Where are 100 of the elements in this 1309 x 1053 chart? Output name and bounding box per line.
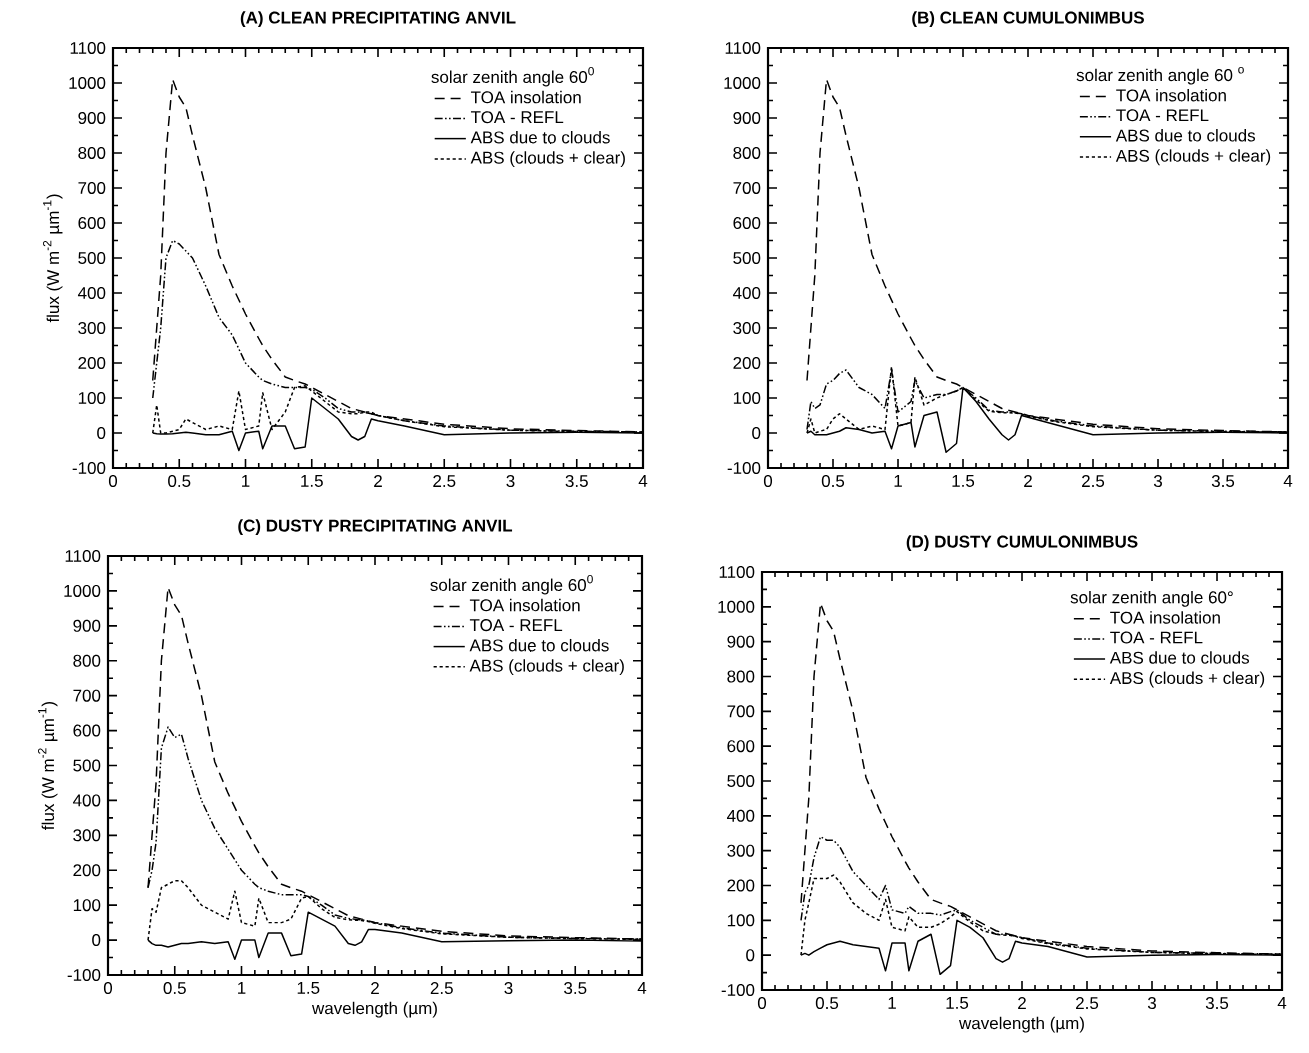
y-tick-label: -100 [72, 461, 106, 474]
x-tick-label: 4 [1283, 475, 1293, 487]
legend-label: ABS due to clouds [1115, 129, 1256, 142]
x-tick-label: 2 [374, 475, 382, 487]
legend-label: TOA - REFL [1116, 109, 1209, 122]
y-tick-label: 200 [73, 864, 101, 877]
legend-label: TOA insolation [470, 90, 581, 104]
x-tick-label: 3 [1147, 997, 1156, 1010]
x-tick-label: 1.5 [301, 475, 323, 487]
x-tick-label: 3.5 [565, 475, 588, 488]
chart-title: (A) CLEAN PRECIPITATING ANVIL [240, 11, 516, 27]
x-tick-label: 2 [371, 982, 379, 994]
legend-label: ABS (clouds + clear) [1115, 149, 1271, 166]
x-tick-label: 4 [638, 475, 648, 487]
legend-title: solar zenith angle 60$^{0}$ [430, 574, 593, 595]
y-tick-label: 900 [73, 619, 101, 632]
y-tick-label: 400 [732, 286, 761, 299]
legend-label: ABS (clouds + clear) [1109, 671, 1265, 688]
y-tick-label: 600 [727, 740, 755, 753]
legend-title: solar zenith angle 60$^{0}$ [431, 66, 594, 87]
x-tick-label: 0.5 [821, 475, 845, 488]
x-tick-label: 3.5 [1205, 997, 1229, 1010]
x-tick-label: 4 [637, 982, 647, 994]
y-tick-label: 300 [727, 844, 755, 857]
x-tick-label: 3 [504, 982, 513, 995]
y-tick-label: 100 [73, 899, 101, 912]
x-tick-label: 1.5 [297, 982, 320, 994]
y-tick-label: 0 [97, 426, 106, 439]
legend-label: TOA - REFL [469, 619, 563, 632]
legend-label: ABS due to clouds [469, 638, 609, 652]
legend-label: TOA insolation [1116, 88, 1226, 102]
y-tick-label: 700 [733, 181, 761, 194]
x-tick-label: 1 [242, 475, 250, 487]
y-tick-label: 500 [727, 774, 755, 788]
chart-title: (C) DUSTY PRECIPITATING ANVIL [238, 519, 513, 535]
x-tick-label: 1.5 [952, 475, 975, 487]
y-tick-label: 200 [78, 356, 106, 369]
x-tick-label: 4 [1277, 997, 1287, 1009]
x-tick-label: 0.5 [815, 997, 839, 1010]
y-tick-label: 100 [733, 391, 761, 404]
y-tick-label: 400 [77, 286, 106, 299]
x-tick-label: 0.5 [163, 982, 186, 995]
y-tick-label: 100 [78, 391, 106, 404]
x-tick-label: 2.5 [430, 982, 453, 995]
y-tick-label: 400 [72, 794, 101, 807]
x-tick-label: 2.5 [1082, 475, 1105, 488]
y-tick-label: 900 [733, 111, 761, 124]
x-tick-label: 0 [108, 475, 118, 488]
x-tick-label: 2 [1024, 475, 1032, 487]
y-tick-label: 300 [733, 321, 761, 334]
legend-label: ABS (clouds + clear) [470, 151, 625, 168]
x-tick-label: 2 [1018, 997, 1026, 1009]
y-axis-title: flux (W m$^{-2}$ µm$^{-1}$) [38, 701, 58, 830]
y-tick-label: 1000 [718, 600, 755, 613]
y-tick-label: 800 [73, 654, 101, 667]
y-tick-label: 0 [92, 934, 101, 947]
x-tick-label: 3.5 [1211, 475, 1235, 488]
y-tick-label: -100 [721, 983, 755, 997]
y-tick-label: 700 [727, 705, 755, 718]
y-tick-label: -100 [727, 461, 761, 474]
y-tick-label: 0 [752, 426, 761, 439]
y-tick-label: 800 [78, 146, 106, 159]
y-axis-title: flux (W m$^{-2}$ µm$^{-1}$) [43, 194, 63, 323]
x-axis-title: wavelength (µm) [958, 1016, 1084, 1033]
y-tick-label: 1100 [65, 549, 101, 562]
x-tick-label: 3 [1153, 475, 1162, 488]
y-tick-label: 500 [733, 251, 761, 264]
x-tick-label: 1 [888, 997, 896, 1009]
y-tick-label: 1100 [719, 565, 755, 579]
legend-label: ABS due to clouds [1109, 651, 1250, 664]
y-tick-label: 200 [727, 879, 755, 892]
x-tick-label: 1 [894, 475, 902, 487]
y-tick-label: -100 [67, 968, 101, 982]
y-tick-label: 500 [78, 251, 106, 264]
chart-title: (D) DUSTY CUMULONIMBUS [906, 535, 1138, 552]
y-tick-label: 600 [73, 724, 101, 737]
chart-title: (B) CLEAN CUMULONIMBUS [912, 11, 1144, 27]
y-tick-label: 200 [733, 356, 761, 369]
x-tick-label: 0.5 [168, 475, 191, 488]
y-tick-label: 600 [78, 216, 106, 229]
y-tick-label: 800 [727, 670, 755, 683]
y-tick-label: 300 [78, 321, 106, 334]
x-axis-title: wavelength (µm) [311, 1001, 437, 1018]
legend-label: TOA insolation [469, 598, 580, 612]
x-tick-label: 3 [506, 475, 515, 488]
y-tick-label: 600 [733, 216, 761, 229]
y-tick-label: 300 [73, 829, 101, 842]
y-tick-label: 700 [78, 181, 106, 194]
x-tick-label: 3.5 [564, 982, 587, 995]
y-tick-label: 1100 [725, 41, 761, 54]
y-tick-label: 100 [727, 914, 755, 927]
legend-label: TOA insolation [1110, 611, 1220, 624]
x-tick-label: 0 [763, 475, 773, 488]
legend-label: TOA - REFL [470, 111, 564, 124]
y-tick-label: 1100 [70, 41, 106, 54]
y-tick-label: 1000 [724, 76, 761, 89]
y-tick-label: 500 [73, 759, 101, 772]
x-tick-label: 2.5 [433, 475, 456, 488]
legend-label: ABS due to clouds [470, 130, 610, 144]
y-tick-label: 0 [746, 949, 755, 962]
